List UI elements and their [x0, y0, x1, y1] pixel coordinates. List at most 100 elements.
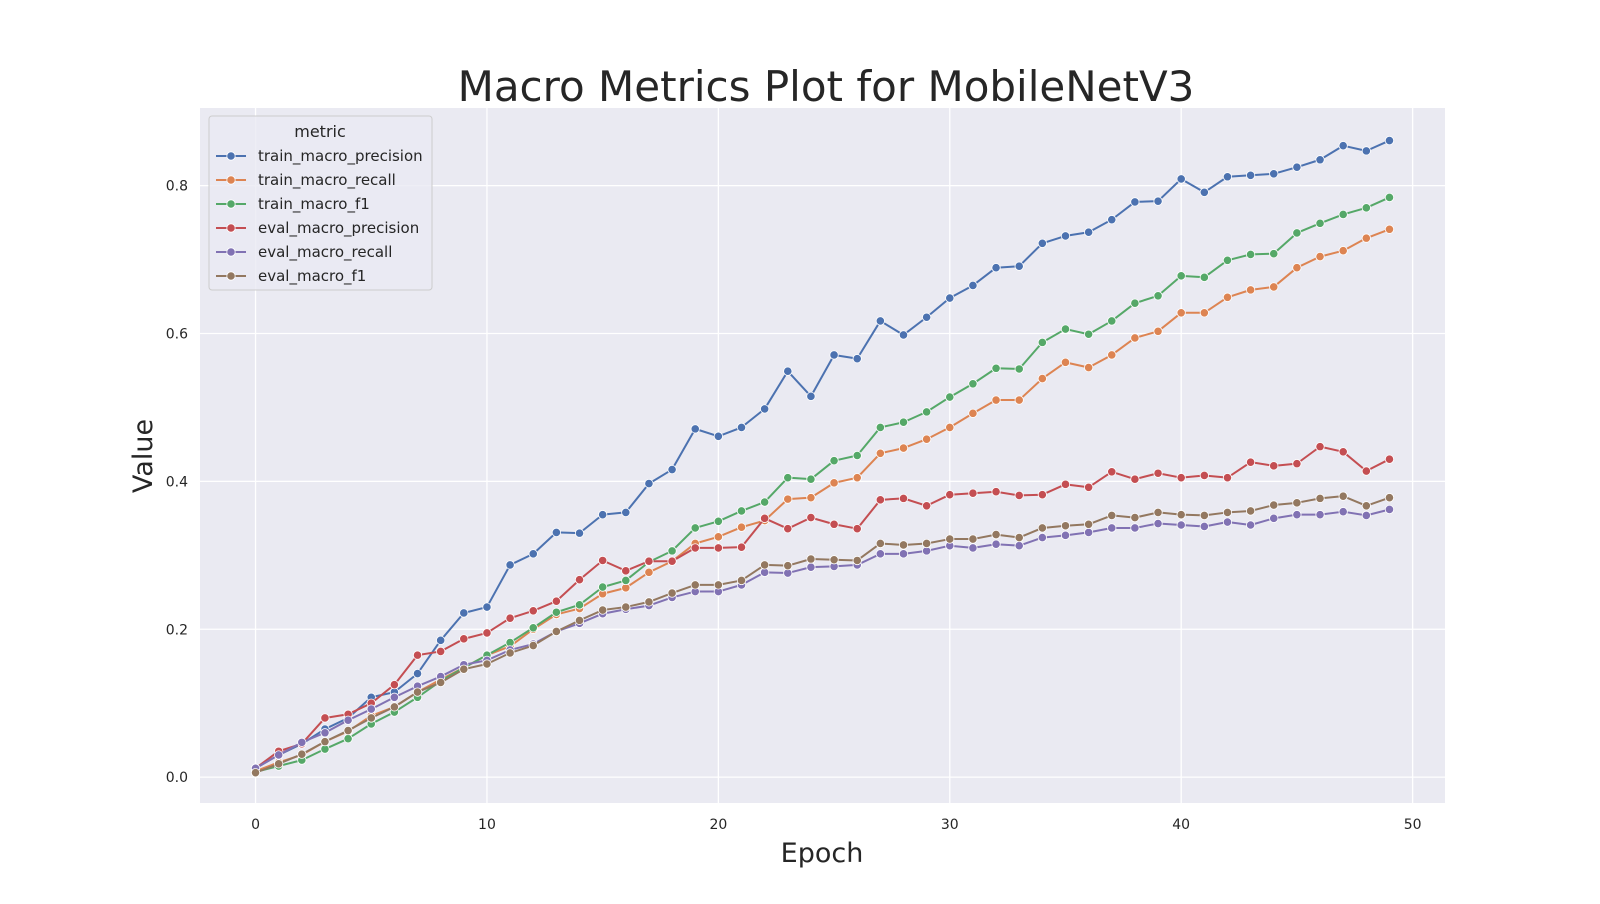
- data-point: [945, 293, 955, 303]
- data-point: [274, 750, 284, 760]
- data-point: [1199, 308, 1209, 318]
- data-point: [1292, 162, 1302, 172]
- data-point: [991, 395, 1001, 405]
- data-point: [1060, 324, 1071, 334]
- data-point: [621, 575, 631, 586]
- legend-item: eval_macro_recall: [216, 243, 392, 262]
- data-point: [736, 522, 747, 532]
- data-point: [713, 543, 723, 553]
- data-point: [1130, 523, 1140, 533]
- data-point: [1246, 506, 1256, 516]
- data-point: [1130, 474, 1140, 484]
- data-point: [343, 715, 353, 725]
- data-point: [1060, 521, 1071, 531]
- data-point: [297, 749, 307, 759]
- data-point: [1107, 316, 1117, 326]
- data-point: [736, 422, 747, 433]
- data-point: [806, 554, 816, 564]
- data-point: [1361, 466, 1371, 476]
- data-point: [297, 737, 307, 747]
- data-point: [1084, 329, 1094, 339]
- legend-item: eval_macro_f1: [216, 267, 366, 286]
- data-point: [1176, 271, 1186, 281]
- data-point: [968, 408, 978, 418]
- legend-marker: [226, 271, 236, 281]
- data-point: [1153, 518, 1163, 529]
- data-point: [1361, 233, 1371, 243]
- data-point: [875, 316, 885, 326]
- data-point: [760, 497, 770, 507]
- data-point: [1060, 479, 1071, 489]
- data-point: [343, 734, 353, 744]
- legend-label: train_macro_f1: [258, 195, 370, 214]
- data-point: [644, 556, 654, 566]
- data-point: [1384, 454, 1395, 464]
- data-point: [667, 588, 677, 598]
- data-point: [1084, 482, 1094, 492]
- data-point: [922, 538, 932, 549]
- data-point: [667, 464, 677, 475]
- data-point: [991, 363, 1001, 373]
- data-point: [459, 634, 469, 644]
- data-point: [1222, 292, 1233, 302]
- data-point: [574, 615, 585, 625]
- data-point: [366, 713, 376, 723]
- data-point: [829, 555, 839, 565]
- data-point: [806, 493, 816, 503]
- data-point: [898, 443, 909, 453]
- data-point: [1153, 291, 1163, 301]
- data-point: [760, 404, 770, 414]
- data-point: [1222, 517, 1233, 527]
- data-point: [1315, 493, 1325, 503]
- data-point: [713, 431, 723, 441]
- legend-label: eval_macro_f1: [258, 267, 366, 286]
- x-axis-label: Epoch: [781, 838, 864, 869]
- data-point: [1361, 203, 1371, 213]
- data-point: [968, 488, 978, 498]
- data-point: [713, 580, 723, 590]
- data-point: [1338, 447, 1348, 457]
- data-point: [1107, 523, 1117, 533]
- data-point: [551, 596, 561, 606]
- legend-title: metric: [294, 122, 346, 141]
- data-point: [852, 354, 862, 364]
- data-point: [1222, 473, 1233, 483]
- data-point: [1176, 308, 1186, 318]
- x-tick-label: 20: [709, 817, 727, 833]
- data-point: [644, 478, 654, 489]
- data-point: [1338, 209, 1348, 220]
- data-point: [1292, 510, 1302, 520]
- data-point: [459, 608, 469, 618]
- data-point: [574, 600, 585, 610]
- data-point: [852, 524, 862, 534]
- data-point: [1246, 520, 1256, 530]
- data-point: [644, 597, 654, 607]
- data-point: [690, 543, 700, 553]
- data-point: [1199, 272, 1209, 282]
- data-point: [1361, 510, 1371, 520]
- data-point: [713, 532, 723, 542]
- data-point: [1107, 350, 1117, 360]
- data-point: [922, 407, 932, 417]
- data-point: [1269, 513, 1279, 523]
- data-point: [806, 562, 816, 572]
- data-point: [436, 635, 446, 645]
- data-point: [922, 312, 932, 322]
- data-point: [598, 582, 608, 592]
- data-point: [968, 534, 978, 544]
- data-point: [1361, 146, 1371, 156]
- data-point: [528, 549, 538, 559]
- data-point: [1361, 501, 1371, 511]
- data-point: [783, 524, 793, 534]
- data-point: [574, 528, 585, 538]
- data-point: [574, 575, 585, 585]
- data-point: [436, 646, 446, 657]
- data-point: [1315, 155, 1325, 165]
- data-point: [875, 422, 885, 433]
- data-point: [667, 556, 677, 566]
- x-tick-label: 10: [478, 817, 496, 833]
- data-point: [250, 768, 261, 778]
- data-point: [1037, 532, 1047, 543]
- data-point: [736, 575, 747, 586]
